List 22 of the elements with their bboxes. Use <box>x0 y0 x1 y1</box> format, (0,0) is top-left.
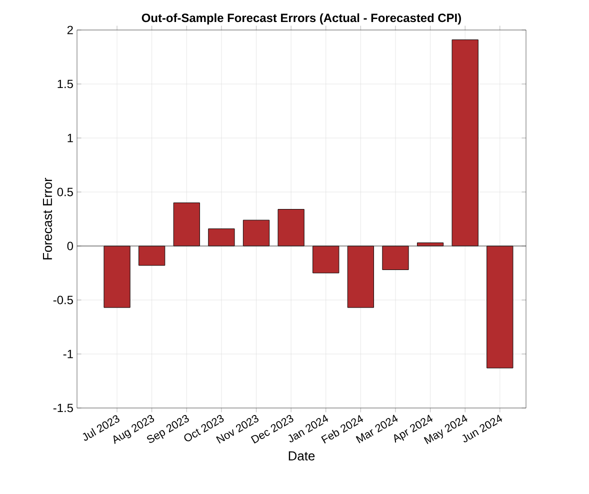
x-axis-title: Date <box>288 451 315 460</box>
y-axis-title: Forecast Error <box>43 178 52 260</box>
chart-title: Out-of-Sample Forecast Errors (Actual - Forecasted CPI) <box>142 13 461 24</box>
bar <box>312 246 340 274</box>
bar <box>382 246 409 270</box>
bar <box>278 209 304 246</box>
y-tick-label: -1.5 <box>53 404 73 412</box>
y-tick-label: -1 <box>63 350 73 358</box>
bar <box>486 246 514 368</box>
bar <box>208 228 235 246</box>
y-tick-label: 0.5 <box>57 188 73 196</box>
y-tick-label: 1 <box>68 134 73 142</box>
bar <box>347 246 374 308</box>
bar <box>104 246 130 308</box>
bar <box>452 39 478 246</box>
y-tick-label: 0 <box>67 242 74 250</box>
y-tick-label: -0.5 <box>53 296 73 304</box>
bar <box>242 220 270 246</box>
y-tick-label: 1.5 <box>58 80 73 88</box>
bar <box>138 246 166 266</box>
y-tick-label: 2 <box>67 26 73 34</box>
bar <box>173 202 200 246</box>
